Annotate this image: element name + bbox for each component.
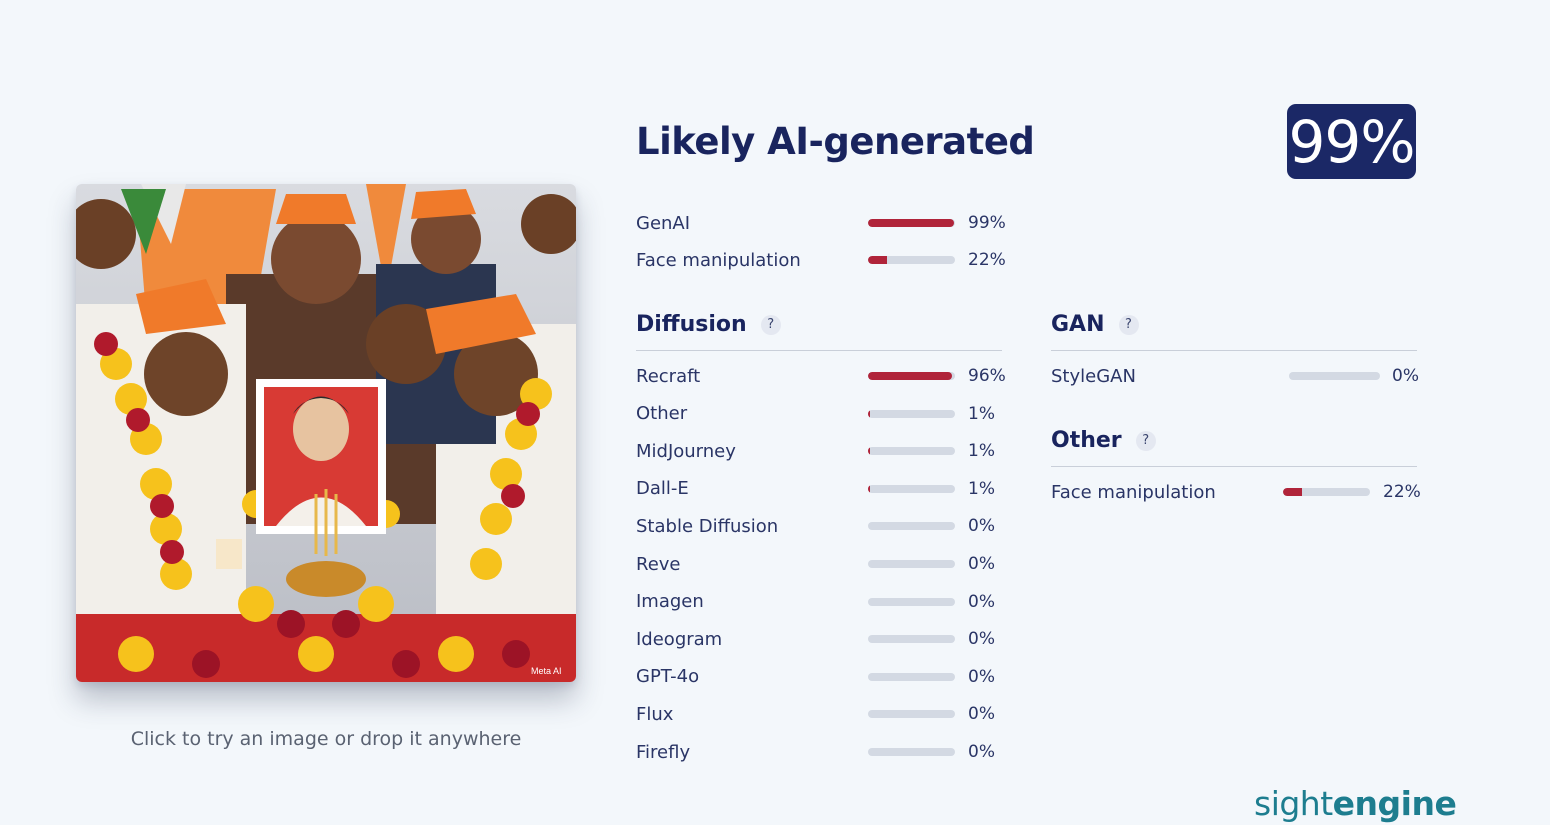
row-label: Dall-E — [636, 478, 689, 500]
row-label: StyleGAN — [1051, 365, 1136, 387]
progress-bar — [1289, 372, 1380, 380]
row-percent: 99% — [968, 213, 1006, 233]
row-percent: 0% — [968, 516, 995, 537]
image-preview[interactable]: Meta AI — [76, 184, 576, 682]
progress-bar — [868, 447, 955, 456]
progress-bar — [868, 597, 955, 606]
help-icon[interactable]: ? — [1135, 430, 1156, 451]
progress-fill — [868, 256, 888, 264]
progress-bar — [868, 409, 955, 418]
progress-bar — [868, 748, 955, 756]
row-label: MidJourney — [636, 440, 736, 462]
row-label: Stable Diffusion — [636, 515, 779, 537]
diffusion-row: Imagen 0% — [636, 589, 1006, 615]
diffusion-row: Stable Diffusion 0% — [636, 513, 1006, 539]
progress-bar — [868, 484, 955, 493]
row-label: Recraft — [636, 365, 701, 387]
row-percent: 1% — [968, 403, 995, 424]
progress-fill — [868, 219, 955, 227]
divider — [1051, 350, 1417, 351]
help-icon[interactable]: ? — [760, 314, 781, 335]
diffusion-row: Recraft 96% — [636, 363, 1006, 389]
brand-logo[interactable]: sightengine — [1254, 784, 1457, 823]
row-percent: 22% — [1383, 482, 1421, 502]
row-label: GPT-4o — [636, 666, 700, 688]
row-percent: 0% — [968, 704, 995, 725]
brand-part1: sight — [1254, 784, 1333, 823]
row-percent: 1% — [968, 478, 995, 499]
summary-row-face-manipulation: Face manipulation 22% — [636, 247, 1006, 273]
divider — [636, 350, 1002, 351]
row-percent: 0% — [968, 554, 995, 574]
progress-bar — [868, 256, 955, 264]
diffusion-row: Other 1% — [636, 401, 1006, 427]
progress-bar — [868, 219, 955, 227]
row-percent: 0% — [968, 742, 995, 762]
row-percent: 0% — [968, 666, 995, 687]
row-label: Other — [636, 403, 688, 425]
progress-bar — [868, 635, 955, 644]
gan-row-stylegan: StyleGAN 0% — [1051, 363, 1421, 389]
row-percent: 0% — [1392, 366, 1419, 386]
row-percent: 22% — [968, 250, 1006, 270]
row-label: GenAI — [636, 212, 691, 234]
progress-fill — [868, 447, 870, 456]
progress-fill — [868, 484, 870, 493]
progress-bar — [868, 710, 955, 719]
other-row-face-manipulation: Face manipulation 22% — [1051, 479, 1421, 505]
score-badge: 99% — [1287, 104, 1416, 179]
row-percent: 1% — [968, 441, 995, 462]
image-watermark: Meta AI — [531, 666, 562, 676]
row-label: Face manipulation — [1051, 481, 1216, 503]
row-label: Reve — [636, 553, 681, 575]
divider — [1051, 466, 1417, 467]
progress-fill — [868, 409, 870, 418]
help-icon[interactable]: ? — [1118, 314, 1139, 335]
row-percent: 0% — [968, 591, 995, 612]
row-label: Firefly — [636, 741, 691, 763]
progress-bar — [868, 522, 955, 531]
progress-fill — [868, 372, 952, 380]
row-label: Flux — [636, 703, 674, 725]
summary-row-genai: GenAI 99% — [636, 210, 1006, 236]
section-title: GAN — [1051, 312, 1105, 337]
row-percent: 96% — [968, 366, 1006, 386]
diffusion-row: Firefly 0% — [636, 739, 1006, 765]
section-other: Other ? — [1051, 428, 1156, 453]
verdict-title: Likely AI-generated — [636, 120, 1035, 163]
row-label: Imagen — [636, 591, 704, 613]
progress-bar — [1283, 488, 1370, 496]
progress-fill — [1283, 488, 1303, 496]
diffusion-row: GPT-4o 0% — [636, 664, 1006, 690]
section-title: Diffusion — [636, 312, 747, 337]
section-title: Other — [1051, 428, 1122, 453]
diffusion-row: Reve 0% — [636, 551, 1006, 577]
progress-bar — [868, 372, 955, 380]
diffusion-row: Ideogram 0% — [636, 626, 1006, 652]
diffusion-row: MidJourney 1% — [636, 438, 1006, 464]
row-percent: 0% — [968, 629, 995, 650]
progress-bar — [868, 560, 955, 568]
section-gan: GAN ? — [1051, 312, 1139, 337]
row-label: Ideogram — [636, 628, 723, 650]
diffusion-row: Dall-E 1% — [636, 476, 1006, 502]
upload-hint[interactable]: Click to try an image or drop it anywher… — [130, 728, 522, 750]
row-label: Face manipulation — [636, 249, 801, 271]
diffusion-row: Flux 0% — [636, 701, 1006, 727]
uploaded-image: Meta AI — [76, 184, 576, 682]
progress-bar — [868, 672, 955, 681]
section-diffusion: Diffusion ? — [636, 312, 781, 337]
brand-part2: engine — [1332, 784, 1457, 823]
